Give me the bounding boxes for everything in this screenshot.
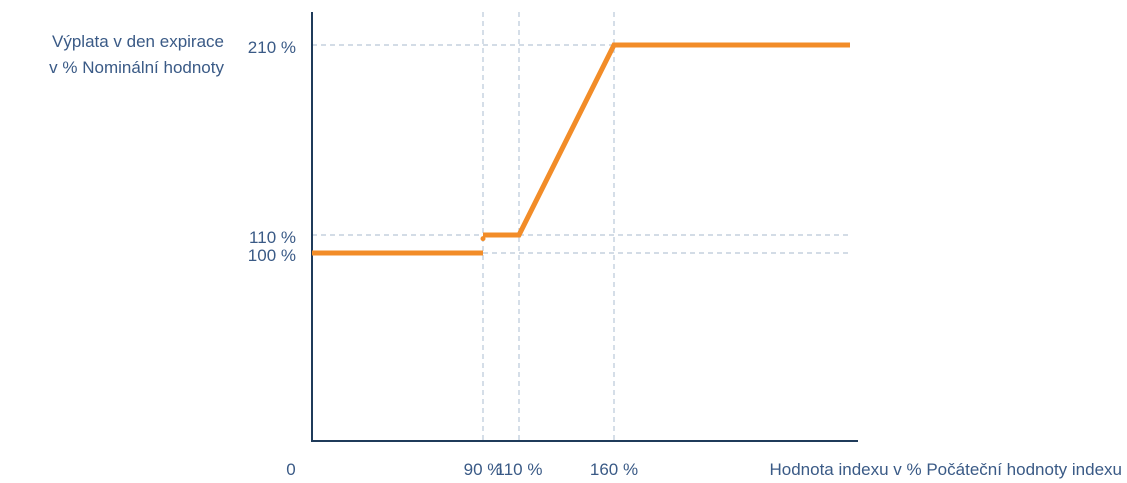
discontinuity-point bbox=[480, 236, 486, 242]
y-tick-label-100: 100 % bbox=[248, 246, 296, 265]
x-tick-label-90: 90 % bbox=[464, 460, 503, 479]
reference-gridlines bbox=[312, 12, 848, 441]
x-tick-label-110: 110 % bbox=[496, 460, 543, 479]
y-axis-label-line-1: Výplata v den expirace bbox=[52, 32, 224, 51]
y-tick-label-210: 210 % bbox=[248, 38, 296, 57]
payoff-series bbox=[312, 42, 850, 256]
x-tick-label-160: 160 % bbox=[590, 460, 638, 479]
payoff-line-segment-2 bbox=[483, 42, 850, 238]
x-axis-label: Hodnota indexu v % Počáteční hodnoty ind… bbox=[769, 460, 1122, 479]
y-tick-label-110: 110 % bbox=[249, 228, 296, 247]
x-origin-label: 0 bbox=[286, 460, 295, 479]
y-axis-label-line-2: v % Nominální hodnoty bbox=[49, 58, 224, 77]
y-axis-label: Výplata v den expirace v % Nominální hod… bbox=[49, 32, 224, 77]
y-tick-labels: 100 %110 % 210 % bbox=[248, 38, 296, 265]
x-tick-labels: 0 90 %110 % 160 % bbox=[286, 460, 638, 479]
